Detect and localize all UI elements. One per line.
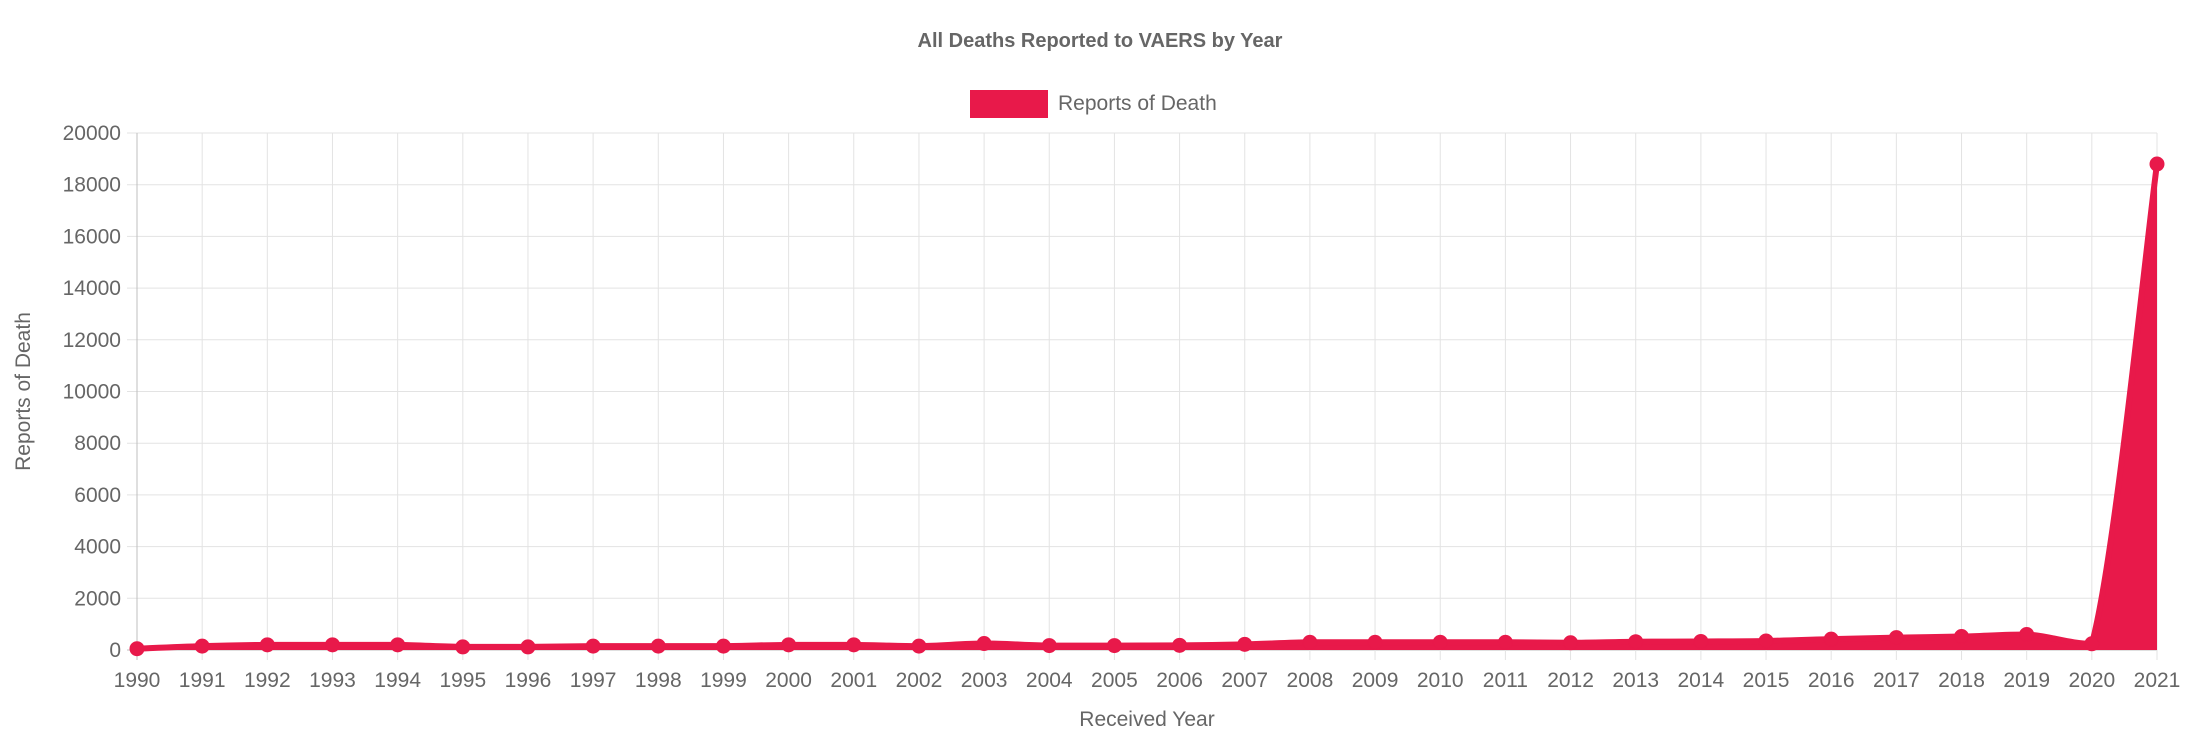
data-point-2003[interactable] — [976, 636, 992, 652]
x-tick-label: 2008 — [1287, 669, 1334, 692]
x-tick-label: 1991 — [179, 669, 226, 692]
data-point-1995[interactable] — [455, 639, 471, 655]
x-tick-label: 1995 — [439, 669, 486, 692]
data-point-1998[interactable] — [650, 638, 666, 654]
x-tick-label: 2012 — [1547, 669, 1594, 692]
data-point-1991[interactable] — [194, 638, 210, 654]
data-point-1997[interactable] — [585, 638, 601, 654]
x-tick-label: 2021 — [2134, 669, 2181, 692]
data-point-1993[interactable] — [324, 637, 340, 653]
data-point-1992[interactable] — [259, 637, 275, 653]
data-point-2005[interactable] — [1106, 638, 1122, 654]
x-tick-label: 2009 — [1352, 669, 1399, 692]
data-point-2018[interactable] — [1954, 629, 1970, 645]
x-tick-label: 1997 — [570, 669, 617, 692]
data-point-2012[interactable] — [1563, 635, 1579, 651]
y-tick-label: 20000 — [63, 122, 121, 145]
legend-swatch — [970, 90, 1048, 118]
data-point-2017[interactable] — [1888, 630, 1904, 646]
x-tick-label: 1993 — [309, 669, 356, 692]
data-point-1999[interactable] — [715, 638, 731, 654]
x-tick-label: 2015 — [1743, 669, 1790, 692]
x-tick-label: 2016 — [1808, 669, 1855, 692]
x-tick-label: 1999 — [700, 669, 747, 692]
data-point-2007[interactable] — [1237, 636, 1253, 652]
x-tick-label: 2019 — [2003, 669, 2050, 692]
series-points — [129, 156, 2165, 657]
y-tick-label: 0 — [109, 639, 121, 662]
data-point-2002[interactable] — [911, 638, 927, 654]
data-point-2019[interactable] — [2019, 626, 2035, 642]
data-point-2004[interactable] — [1041, 638, 1057, 654]
x-tick-label: 2018 — [1938, 669, 1985, 692]
data-point-2013[interactable] — [1628, 634, 1644, 650]
x-tick-label: 2007 — [1221, 669, 1268, 692]
data-point-2006[interactable] — [1172, 637, 1188, 653]
data-point-2020[interactable] — [2084, 636, 2100, 652]
x-axis-ticks: 1990 1991 1992 1993 1994 1995 1996 1997 1998 1999… — [114, 669, 2181, 692]
x-tick-label: 2003 — [961, 669, 1008, 692]
data-point-2014[interactable] — [1693, 633, 1709, 649]
y-tick-label: 10000 — [63, 381, 121, 404]
y-tick-label: 6000 — [74, 484, 121, 507]
x-tick-label: 2000 — [765, 669, 812, 692]
chart-title: All Deaths Reported to VAERS by Year — [917, 30, 1283, 52]
x-tick-label: 1996 — [505, 669, 552, 692]
data-point-2010[interactable] — [1432, 634, 1448, 650]
y-tick-label: 18000 — [63, 174, 121, 197]
data-point-2016[interactable] — [1823, 631, 1839, 647]
y-axis-title: Reports of Death — [12, 312, 35, 471]
x-axis-title: Received Year — [1079, 708, 1214, 731]
y-tick-label: 2000 — [74, 587, 121, 610]
x-tick-label: 2013 — [1612, 669, 1659, 692]
series-area — [136, 163, 2160, 652]
y-tick-label: 8000 — [74, 432, 121, 455]
x-tick-label: 2014 — [1678, 669, 1725, 692]
x-tick-label: 1994 — [374, 669, 421, 692]
data-point-2008[interactable] — [1302, 634, 1318, 650]
x-tick-label: 2006 — [1156, 669, 1203, 692]
y-tick-label: 12000 — [63, 329, 121, 352]
y-axis-ticks: 0 2000 4000 6000 8000 10000 12000 14000 16000 180… — [63, 122, 121, 662]
x-tick-label: 2020 — [2068, 669, 2115, 692]
x-tick-label: 1990 — [114, 669, 161, 692]
x-tick-label: 2001 — [830, 669, 877, 692]
series-fill — [137, 164, 2157, 650]
y-tick-label: 14000 — [63, 277, 121, 300]
x-tick-label: 2010 — [1417, 669, 1464, 692]
x-tick-label: 2017 — [1873, 669, 1920, 692]
x-tick-label: 2011 — [1483, 669, 1528, 692]
data-point-1996[interactable] — [520, 639, 536, 655]
data-point-2000[interactable] — [781, 637, 797, 653]
grid — [127, 132, 2158, 660]
data-point-1994[interactable] — [390, 637, 406, 653]
y-tick-label: 4000 — [74, 536, 121, 559]
legend-label: Reports of Death — [1058, 92, 1217, 115]
data-point-2011[interactable] — [1497, 634, 1513, 650]
x-tick-label: 2004 — [1026, 669, 1073, 692]
legend[interactable]: Reports of Death — [970, 90, 1217, 118]
x-tick-label: 1998 — [635, 669, 682, 692]
x-tick-label: 1992 — [244, 669, 291, 692]
data-point-2015[interactable] — [1758, 633, 1774, 649]
y-tick-label: 16000 — [63, 225, 121, 248]
x-tick-label: 2005 — [1091, 669, 1138, 692]
data-point-1990[interactable] — [129, 641, 145, 657]
data-point-2009[interactable] — [1367, 634, 1383, 650]
x-tick-label: 2002 — [896, 669, 943, 692]
data-point-2021[interactable] — [2149, 156, 2165, 172]
data-point-2001[interactable] — [846, 637, 862, 653]
